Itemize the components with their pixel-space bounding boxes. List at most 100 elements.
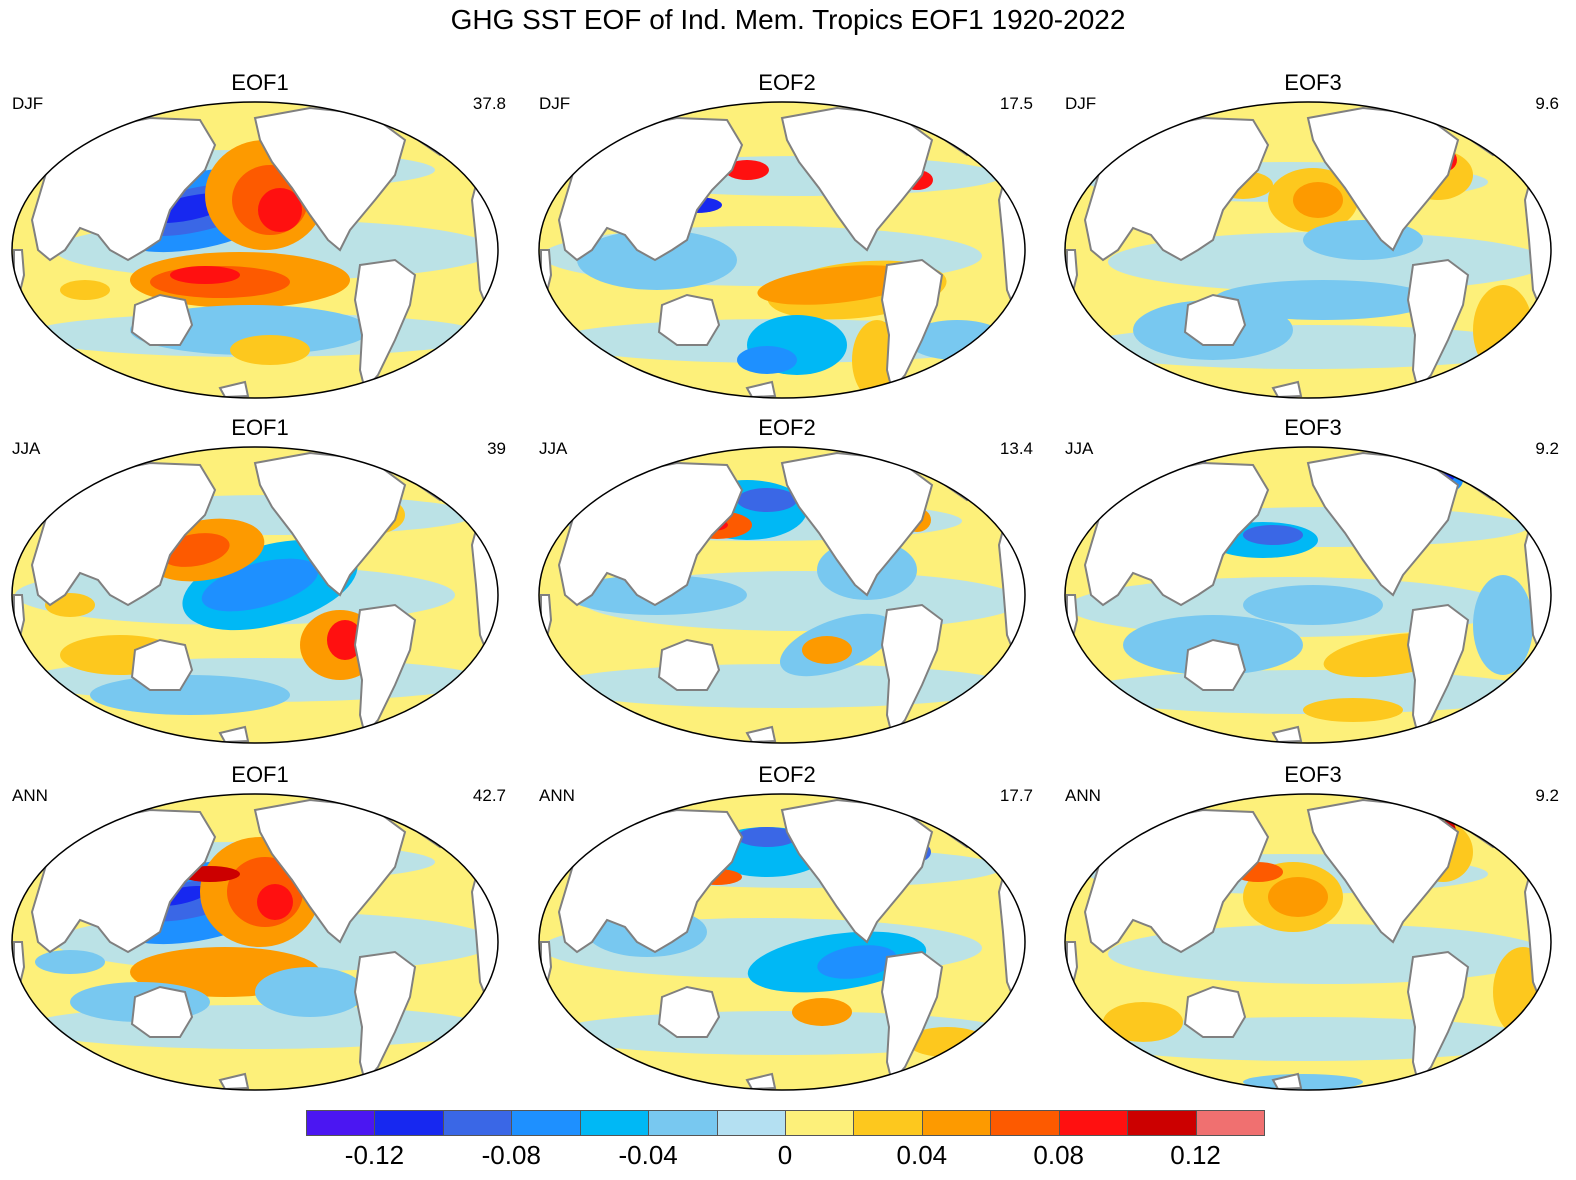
figure-title: GHG SST EOF of Ind. Mem. Tropics EOF1 19… bbox=[450, 4, 1126, 35]
world-map bbox=[1064, 101, 1552, 399]
landmass bbox=[745, 1072, 777, 1090]
panel-title: EOF2 bbox=[758, 415, 816, 440]
landmass bbox=[880, 258, 944, 393]
panel-variance: 17.5 bbox=[999, 94, 1033, 113]
colorbar-swatch bbox=[374, 1110, 444, 1136]
map-panel-ann-eof3: EOF3 ANN 9.2 bbox=[1063, 762, 1563, 1092]
anomaly-contour bbox=[1243, 585, 1383, 625]
landmass bbox=[557, 116, 744, 262]
panel-variance: 9.2 bbox=[1535, 786, 1559, 805]
colorbar-tick-label: 0 bbox=[777, 1140, 793, 1170]
landmass bbox=[1271, 380, 1303, 398]
map-frame bbox=[538, 793, 1026, 1091]
anomaly-contour bbox=[90, 675, 290, 715]
panel-season: DJF bbox=[12, 94, 44, 113]
landmass bbox=[1183, 985, 1247, 1038]
panel-title: EOF3 bbox=[1284, 762, 1342, 787]
landmass bbox=[880, 950, 944, 1085]
map-panel-jja-eof1: EOF1 JJA 39 bbox=[10, 415, 510, 745]
landmass bbox=[1271, 1072, 1303, 1090]
map-panel-ann-eof1: EOF1 ANN 42.7 bbox=[10, 762, 510, 1092]
landmass bbox=[1406, 950, 1470, 1085]
anomaly-band bbox=[552, 664, 1012, 708]
map-panel-ann-eof2: EOF2 ANN 17.7 bbox=[537, 762, 1037, 1092]
colorbar-swatch bbox=[921, 1110, 992, 1136]
anomaly-contour bbox=[1293, 182, 1343, 218]
panel-variance: 13.4 bbox=[999, 439, 1033, 458]
anomaly-contour bbox=[1243, 1074, 1363, 1090]
anomaly-contour bbox=[817, 945, 897, 979]
colorbar-tick-label: 0.12 bbox=[1170, 1140, 1221, 1170]
panel-title: EOF1 bbox=[231, 415, 289, 440]
landmass bbox=[1406, 603, 1470, 738]
landmass bbox=[1183, 638, 1247, 691]
colorbar-swatch bbox=[785, 1110, 855, 1136]
panel-title: EOF3 bbox=[1284, 70, 1342, 95]
anomaly-contour bbox=[1473, 575, 1533, 675]
landmass bbox=[353, 258, 417, 393]
panel-variance: 9.6 bbox=[1535, 94, 1559, 113]
map-frame bbox=[538, 101, 1026, 399]
colorbar-swatch bbox=[1127, 1110, 1197, 1136]
panel-season: DJF bbox=[539, 94, 571, 113]
panel-variance: 42.7 bbox=[472, 786, 506, 805]
anomaly-contour bbox=[230, 335, 310, 365]
map-panel-jja-eof3: EOF3 JJA 9.2 bbox=[1063, 415, 1563, 745]
colorbar-tick-label: -0.12 bbox=[344, 1140, 405, 1170]
landmass bbox=[657, 985, 721, 1038]
panel-title: EOF3 bbox=[1284, 415, 1342, 440]
colorbar-tick-label: -0.08 bbox=[481, 1140, 541, 1170]
landmass bbox=[218, 380, 250, 398]
colorbar-swatch bbox=[853, 1110, 923, 1136]
map-frame bbox=[11, 793, 499, 1091]
world-map bbox=[538, 446, 1026, 744]
landmass bbox=[657, 293, 721, 346]
colorbar-tick-label: 0.08 bbox=[1033, 1140, 1085, 1170]
landmass bbox=[745, 380, 777, 398]
panel-season: JJA bbox=[539, 439, 568, 458]
panel-season: DJF bbox=[1065, 94, 1097, 113]
map-frame bbox=[11, 446, 499, 744]
map-frame bbox=[1064, 446, 1552, 744]
panel-season: ANN bbox=[12, 786, 48, 805]
map-panel-jja-eof2: EOF2 JJA 13.4 bbox=[537, 415, 1037, 745]
world-map bbox=[1064, 446, 1552, 744]
landmass bbox=[745, 725, 777, 743]
anomaly-contour bbox=[792, 998, 852, 1026]
world-map bbox=[538, 793, 1026, 1091]
world-map bbox=[11, 101, 499, 399]
anomaly-contour bbox=[577, 230, 737, 290]
anomaly-contour bbox=[255, 967, 365, 1017]
map-frame bbox=[1064, 101, 1552, 399]
panel-title: EOF2 bbox=[758, 762, 816, 787]
colorbar-swatch bbox=[511, 1110, 581, 1136]
anomaly-contour bbox=[802, 636, 852, 664]
panel-season: ANN bbox=[539, 786, 575, 805]
map-frame bbox=[538, 446, 1026, 744]
anomaly-contour bbox=[757, 265, 917, 305]
landmass bbox=[557, 461, 744, 607]
panel-variance: 37.8 bbox=[472, 94, 506, 113]
panel-title: EOF1 bbox=[231, 70, 289, 95]
anomaly-contour bbox=[258, 188, 302, 232]
anomaly-contour bbox=[1473, 285, 1533, 375]
panel-variance: 17.7 bbox=[999, 786, 1033, 805]
landmass bbox=[130, 638, 194, 691]
landmass bbox=[880, 603, 944, 738]
anomaly-contour bbox=[1243, 525, 1303, 545]
panel-season: JJA bbox=[1065, 439, 1094, 458]
map-frame bbox=[11, 101, 499, 399]
landmass bbox=[30, 461, 217, 607]
landmass bbox=[218, 1072, 250, 1090]
world-map bbox=[1064, 793, 1552, 1091]
anomaly-contour bbox=[60, 280, 110, 300]
anomaly-contour bbox=[737, 488, 797, 512]
landmass bbox=[353, 603, 417, 738]
landmass bbox=[30, 808, 217, 954]
landmass bbox=[1083, 808, 1270, 954]
anomaly-contour bbox=[35, 950, 105, 974]
landmass bbox=[657, 638, 721, 691]
landmass bbox=[557, 808, 744, 954]
landmass bbox=[130, 293, 194, 346]
anomaly-contour bbox=[1103, 1002, 1183, 1042]
